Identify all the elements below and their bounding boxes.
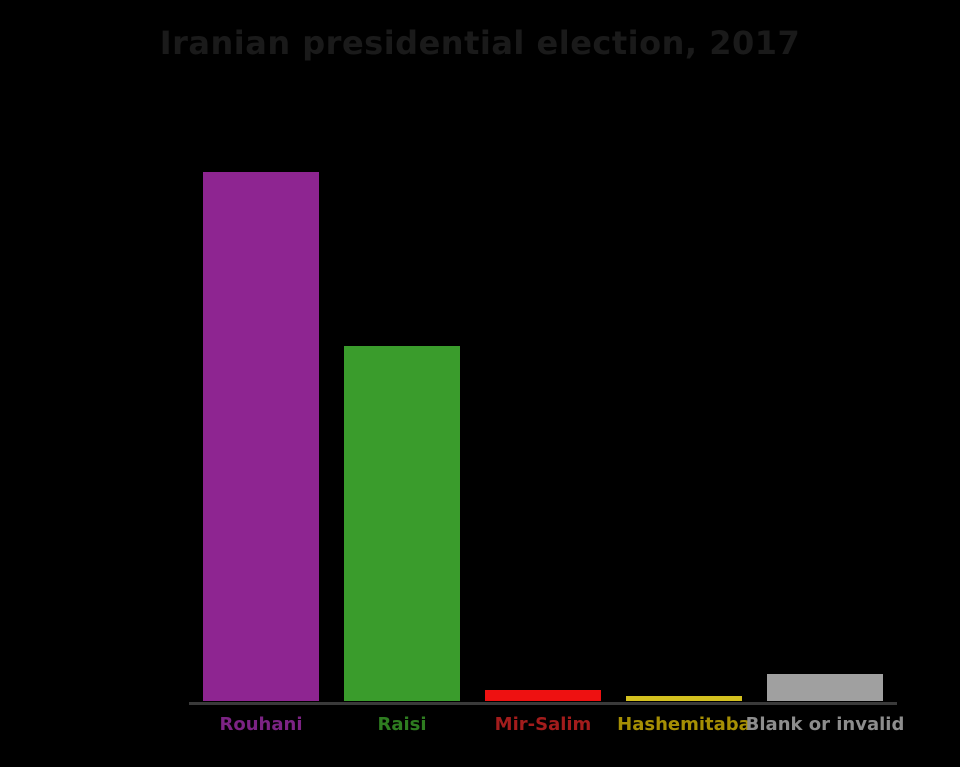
bar-rouhani	[201, 170, 321, 703]
bar-col-raisi: Raisi	[342, 344, 462, 735]
bar-col-rouhani: Rouhani	[201, 170, 321, 735]
bar-blank-or-invalid	[765, 672, 885, 703]
bar-label-raisi: Raisi	[377, 714, 427, 735]
bar-col-blank-or-invalid: Blank or invalid	[746, 672, 904, 735]
bar-label-blank-or-invalid: Blank or invalid	[745, 714, 905, 735]
bar-col-mir-salim: Mir-Salim	[483, 688, 603, 735]
x-axis-baseline	[189, 702, 897, 705]
chart-title: Iranian presidential election, 2017	[159, 24, 801, 62]
bar-label-mir-salim: Mir-Salim	[494, 714, 592, 735]
bar-mir-salim	[483, 688, 603, 703]
bar-label-hashemitaba: Hashemitaba	[617, 714, 751, 735]
bar-label-rouhani: Rouhani	[219, 714, 303, 735]
plot-area: Rouhani Raisi Mir-Salim Hashemitaba Blank or…	[189, 170, 904, 735]
bar-raisi	[342, 344, 462, 703]
bars-group: Rouhani Raisi Mir-Salim Hashemitaba Blank or…	[201, 170, 904, 735]
